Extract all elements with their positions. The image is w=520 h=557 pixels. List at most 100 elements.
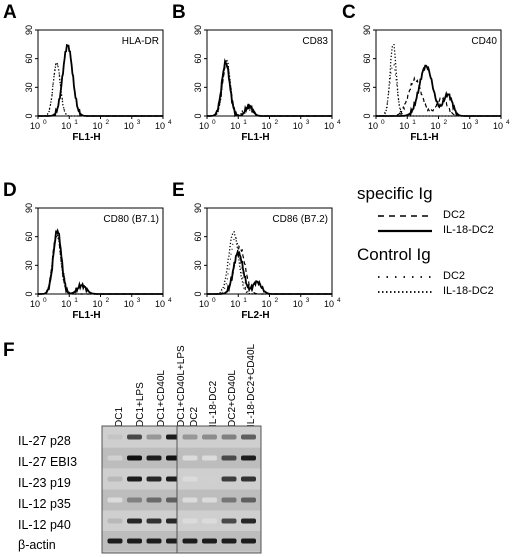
y-tick-label: 60 (24, 232, 34, 242)
gel-band (182, 518, 198, 524)
x-tick-label: 10 (462, 121, 472, 131)
gel-band (202, 476, 217, 482)
x-tick-label: 10 (155, 299, 165, 309)
x-tick-exponent: 1 (412, 119, 416, 126)
gel-band (221, 497, 237, 503)
gel-band (241, 497, 256, 503)
x-tick-exponent: 2 (275, 119, 279, 126)
row-label-il27-p28: IL-27 p28 (18, 434, 71, 448)
x-tick-label: 10 (92, 299, 102, 309)
x-axis-label: FL1-H (72, 132, 100, 143)
x-tick-label: 10 (92, 121, 102, 131)
row-label-il23-p19: IL-23 p19 (18, 476, 71, 490)
x-tick-label: 10 (324, 121, 334, 131)
y-tick-label: 60 (193, 54, 203, 64)
gel-row-strip (102, 490, 186, 510)
x-tick-label: 10 (368, 121, 378, 131)
y-tick-label: 60 (362, 54, 372, 64)
gel-band (241, 538, 256, 544)
legend-label-il18dc2-specific: IL-18-DC2 (443, 224, 494, 236)
legend-label-dc2-specific: DC2 (443, 209, 466, 221)
gel-row-strip (177, 448, 261, 468)
y-tick-label: 90 (193, 203, 203, 213)
legend-title-specific: specific Ig (357, 184, 433, 203)
y-tick-label: 90 (24, 203, 34, 213)
gel-band (221, 518, 237, 524)
histogram-curve (207, 231, 332, 295)
gel-band (221, 434, 237, 440)
x-tick-exponent: 3 (306, 119, 310, 126)
x-tick-exponent: 1 (243, 297, 247, 304)
gel-band (146, 434, 162, 440)
gel-band (221, 538, 237, 544)
gel-row-strip (177, 531, 261, 551)
x-tick-exponent: 2 (106, 119, 110, 126)
row-label-il12-p35: IL-12 p35 (18, 497, 71, 511)
gel-band (127, 538, 142, 544)
gel-band (127, 497, 142, 503)
y-tick-label: 30 (193, 260, 203, 270)
legend-label-il18dc2-control: IL-18-DC2 (443, 285, 494, 297)
gel-band (107, 538, 123, 544)
marker-label: CD86 (B7.2) (272, 214, 328, 225)
x-tick-label: 10 (155, 121, 165, 131)
histogram-curve (207, 58, 332, 118)
marker-label: HLA-DR (122, 36, 159, 47)
x-tick-label: 10 (261, 299, 271, 309)
x-tick-exponent: 4 (506, 119, 510, 126)
gel-band (241, 518, 256, 524)
panel-letter-c: C (342, 2, 356, 23)
y-tick-label: 90 (24, 25, 34, 35)
gel-band (107, 518, 123, 524)
x-tick-label: 10 (30, 299, 40, 309)
row-label-il12-p40: IL-12 p40 (18, 518, 71, 532)
gel-band (127, 518, 142, 524)
gel-band (146, 455, 162, 461)
gel-row-strip (177, 469, 261, 489)
x-tick-label: 10 (430, 121, 440, 131)
gel-row-strip (102, 531, 186, 551)
panel-letter-d: D (3, 180, 17, 201)
y-tick-label: 0 (193, 291, 203, 296)
x-tick-exponent: 4 (337, 297, 341, 304)
x-tick-label: 10 (293, 299, 303, 309)
x-tick-exponent: 3 (475, 119, 479, 126)
legend-line-solid (378, 229, 432, 233)
y-tick-label: 0 (193, 113, 203, 118)
gel-band (202, 455, 217, 461)
x-tick-exponent: 4 (337, 119, 341, 126)
x-axis-label: FL1-H (241, 132, 269, 143)
row-label-il27-ebi3: IL-27 EBI3 (18, 455, 78, 469)
x-axis-label: FL1-H (410, 132, 438, 143)
y-tick-label: 0 (24, 291, 34, 296)
y-tick-label: 60 (24, 54, 34, 64)
x-tick-label: 10 (199, 121, 209, 131)
gel-band (202, 518, 217, 524)
x-tick-exponent: 3 (306, 297, 310, 304)
panel-letter-e: E (172, 180, 185, 201)
x-tick-label: 10 (293, 121, 303, 131)
x-tick-exponent: 4 (168, 119, 172, 126)
x-tick-exponent: 1 (74, 297, 78, 304)
gel-row-strip (102, 448, 186, 468)
gel-band (127, 476, 142, 482)
legend-line-dense-dotted (378, 291, 432, 293)
legend-line-sparse-dotted (378, 276, 432, 278)
x-tick-exponent: 2 (106, 297, 110, 304)
gel-band (107, 497, 123, 503)
gel-band (127, 434, 142, 440)
x-tick-exponent: 0 (212, 119, 216, 126)
gel-band (146, 497, 162, 503)
y-tick-label: 90 (193, 25, 203, 35)
gel-band (202, 497, 217, 503)
x-tick-label: 10 (230, 121, 240, 131)
gel-band (202, 434, 217, 440)
x-tick-exponent: 0 (43, 119, 47, 126)
legend-label-dc2-control: DC2 (443, 270, 466, 282)
x-axis-label: FL1-H (72, 310, 100, 321)
histogram-curve (38, 228, 163, 295)
